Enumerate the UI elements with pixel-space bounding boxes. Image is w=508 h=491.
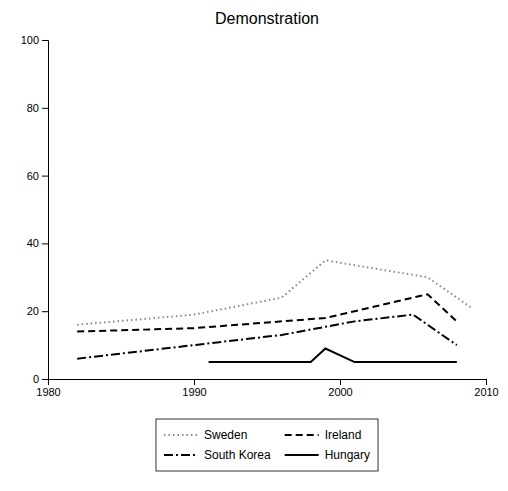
legend-label: South Korea	[204, 448, 271, 462]
tick-label: 100	[21, 34, 39, 46]
y-axis-line	[42, 41, 49, 380]
legend-label: Hungary	[325, 448, 370, 462]
x-axis-line	[49, 380, 487, 386]
chart: 1980 1990 2000 2010 0 20 40 60 80 100 Demonstratio…	[0, 0, 508, 491]
tick: 1990	[182, 379, 206, 398]
tick-label: 0	[33, 373, 39, 385]
legend-label: Sweden	[204, 428, 247, 442]
tick: 40	[27, 237, 48, 249]
tick-mark	[194, 379, 195, 385]
tick-label: 60	[27, 170, 39, 182]
tick-mark	[42, 40, 48, 41]
legend-frame	[156, 419, 378, 471]
tick-label: 1990	[182, 386, 206, 398]
tick: 2000	[328, 379, 352, 398]
tick-label: 80	[27, 102, 39, 114]
legend-item: South Korea	[164, 448, 271, 462]
tick-label: 1980	[36, 386, 60, 398]
tick-mark	[42, 243, 48, 244]
series-line	[209, 348, 457, 362]
legend-swatch	[285, 454, 319, 456]
tick-label: 40	[27, 237, 39, 249]
legend-swatch	[285, 434, 319, 436]
series-line	[77, 294, 457, 331]
tick: 20	[27, 305, 48, 317]
lines	[77, 260, 471, 362]
x-axis: 1980 1990 2000 2010	[36, 379, 498, 398]
tick-label: 20	[27, 305, 39, 317]
tick: 1980	[36, 379, 60, 398]
series-line	[77, 315, 457, 359]
tick-mark	[42, 311, 48, 312]
tick-mark	[340, 379, 341, 385]
tick-label: 2010	[474, 386, 498, 398]
tick-mark	[42, 108, 48, 109]
tick: 100	[21, 34, 48, 46]
legend-swatch	[164, 434, 198, 436]
legend-item: Hungary	[285, 448, 370, 462]
tick-mark	[42, 176, 48, 177]
series-line	[77, 260, 471, 324]
title: Demonstration	[215, 10, 319, 27]
legend-item: Ireland	[285, 428, 362, 442]
plot-area: 1980 1990 2000 2010 0 20 40 60 80 100	[21, 34, 499, 398]
legend-swatch	[164, 454, 198, 456]
tick-label: 2000	[328, 386, 352, 398]
tick: 0	[33, 373, 48, 385]
tick: 60	[27, 170, 48, 182]
tick: 80	[27, 102, 48, 114]
tick-mark	[42, 379, 48, 380]
tick: 2010	[474, 379, 498, 398]
legend: Sweden Ireland South Korea Hungary	[156, 419, 378, 471]
y-axis: 0 20 40 60 80 100	[21, 34, 49, 385]
tick-mark	[486, 379, 487, 385]
legend-item: Sweden	[164, 428, 247, 442]
legend-label: Ireland	[325, 428, 362, 442]
